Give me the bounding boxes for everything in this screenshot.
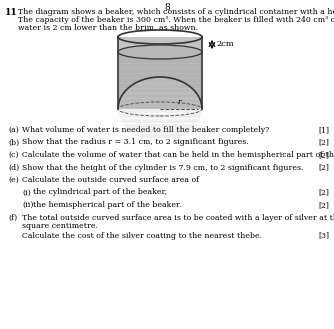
Polygon shape	[118, 37, 202, 109]
Text: [2]: [2]	[318, 139, 329, 146]
Text: 8: 8	[164, 3, 170, 12]
Text: Show that the height of the cylinder is 7.9 cm, to 2 significant figures.: Show that the height of the cylinder is …	[22, 164, 304, 171]
Text: [2]: [2]	[318, 201, 329, 209]
Text: 2cm: 2cm	[216, 40, 234, 48]
Text: [2]: [2]	[318, 151, 329, 159]
Text: r: r	[177, 98, 181, 107]
Text: What volume of water is needed to fill the beaker completely?: What volume of water is needed to fill t…	[22, 126, 269, 134]
Polygon shape	[118, 77, 202, 109]
Text: water is 2 cm lower than the brim, as shown.: water is 2 cm lower than the brim, as sh…	[18, 24, 198, 32]
Text: (d): (d)	[8, 164, 19, 171]
Ellipse shape	[119, 45, 201, 59]
Text: 11: 11	[5, 8, 18, 17]
Text: (b): (b)	[8, 139, 19, 146]
Text: (a): (a)	[8, 126, 19, 134]
Text: Calculate the cost of the silver coating to the nearest thebe.: Calculate the cost of the silver coating…	[22, 232, 262, 240]
Text: (ii): (ii)	[22, 201, 33, 209]
Text: Calculate the volume of water that can be held in the hemispherical part of the : Calculate the volume of water that can b…	[22, 151, 334, 159]
Text: the hemispherical part of the beaker.: the hemispherical part of the beaker.	[33, 201, 181, 209]
Text: The capacity of the beaker is 300 cm³. When the beaker is filled with 240 cm³ of: The capacity of the beaker is 300 cm³. W…	[18, 16, 334, 24]
Text: [2]: [2]	[318, 164, 329, 171]
Text: [2]: [2]	[318, 189, 329, 196]
Text: [1]: [1]	[318, 126, 329, 134]
Text: (e): (e)	[8, 176, 19, 184]
Text: (f): (f)	[8, 214, 17, 221]
Text: The diagram shows a beaker, which consists of a cylindrical container with a hem: The diagram shows a beaker, which consis…	[18, 8, 334, 16]
Text: Calculate the outside curved surface area of: Calculate the outside curved surface are…	[22, 176, 199, 184]
Text: the cylindrical part of the beaker,: the cylindrical part of the beaker,	[33, 189, 167, 196]
Polygon shape	[119, 52, 201, 109]
Text: (c): (c)	[8, 151, 18, 159]
Text: square centimetre.: square centimetre.	[22, 222, 98, 231]
Text: (i): (i)	[22, 189, 31, 196]
Text: [3]: [3]	[318, 232, 329, 240]
Text: Show that the radius r = 3.1 cm, to 2 significant figures.: Show that the radius r = 3.1 cm, to 2 si…	[22, 139, 249, 146]
Text: The total outside curved surface area is to be coated with a layer of silver at : The total outside curved surface area is…	[22, 214, 334, 221]
